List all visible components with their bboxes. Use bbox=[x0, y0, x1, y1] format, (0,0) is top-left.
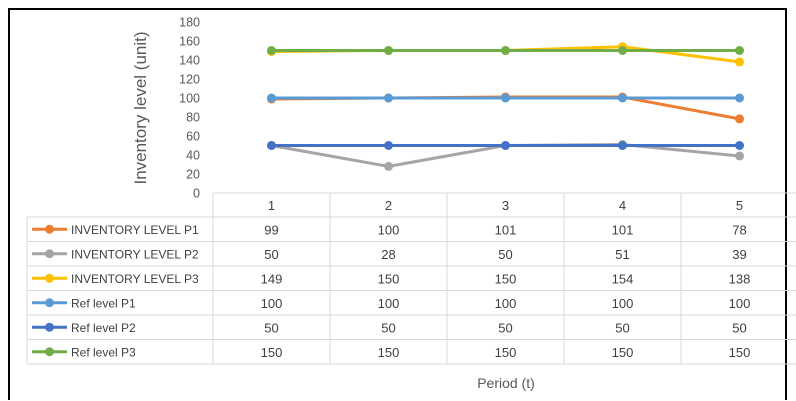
y-tick-label: 160 bbox=[179, 35, 200, 49]
data-label: 100 bbox=[729, 296, 751, 311]
data-point bbox=[735, 114, 744, 124]
data-label: 50 bbox=[498, 247, 512, 262]
data-label: 150 bbox=[378, 271, 400, 286]
data-label: 39 bbox=[732, 247, 746, 262]
data-point bbox=[618, 93, 627, 103]
data-point bbox=[735, 46, 744, 55]
data-point bbox=[735, 141, 744, 150]
data-label: 150 bbox=[729, 345, 751, 360]
data-label: 51 bbox=[615, 247, 629, 262]
legend-key-marker bbox=[45, 298, 54, 308]
legend-label: INVENTORY LEVEL P3 bbox=[71, 272, 199, 286]
x-tick-label: 2 bbox=[385, 198, 392, 213]
legend-label: INVENTORY LEVEL P1 bbox=[71, 223, 199, 237]
y-tick-label: 60 bbox=[186, 130, 200, 144]
data-label: 101 bbox=[612, 222, 634, 237]
data-label: 154 bbox=[612, 271, 634, 286]
data-point bbox=[735, 93, 744, 103]
y-tick-label: 100 bbox=[179, 92, 200, 106]
legend-key-marker bbox=[45, 273, 54, 283]
data-point bbox=[618, 46, 627, 55]
legend-label: INVENTORY LEVEL P2 bbox=[71, 247, 199, 261]
data-point bbox=[384, 141, 393, 150]
data-label: 28 bbox=[381, 247, 395, 262]
data-label: 149 bbox=[261, 271, 283, 286]
legend-label: Ref level P2 bbox=[71, 321, 136, 335]
y-tick-label: 0 bbox=[193, 187, 200, 201]
data-point bbox=[501, 141, 510, 150]
y-tick-label: 40 bbox=[186, 149, 200, 163]
data-label: 100 bbox=[261, 296, 283, 311]
data-point bbox=[618, 141, 627, 150]
y-axis: 0 20 40 60 80 100 120 140 160 180 bbox=[179, 16, 200, 201]
plot-area bbox=[267, 42, 744, 171]
y-tick-label: 180 bbox=[179, 16, 200, 30]
x-tick-label: 4 bbox=[619, 198, 626, 213]
data-label: 150 bbox=[378, 345, 400, 360]
data-label: 50 bbox=[498, 320, 512, 335]
y-tick-label: 120 bbox=[179, 73, 200, 87]
legend-key-marker bbox=[45, 347, 54, 357]
data-point bbox=[501, 93, 510, 103]
data-label: 101 bbox=[495, 222, 517, 237]
data-point bbox=[384, 46, 393, 55]
legend-label: Ref level P1 bbox=[71, 296, 136, 310]
data-point bbox=[267, 141, 276, 150]
data-label: 50 bbox=[264, 320, 278, 335]
data-label: 50 bbox=[381, 320, 395, 335]
data-label: 50 bbox=[615, 320, 629, 335]
data-point bbox=[267, 46, 276, 55]
data-label: 138 bbox=[729, 271, 751, 286]
data-point bbox=[735, 151, 744, 161]
data-label: 100 bbox=[612, 296, 634, 311]
legend-key-marker bbox=[45, 249, 54, 259]
data-point bbox=[267, 93, 276, 103]
x-tick-label: 1 bbox=[268, 198, 275, 213]
data-point bbox=[384, 161, 393, 171]
data-label: 50 bbox=[732, 320, 746, 335]
y-tick-label: 80 bbox=[186, 111, 200, 125]
x-tick-label: 3 bbox=[502, 198, 509, 213]
x-tick-label: 5 bbox=[736, 198, 743, 213]
data-label: 100 bbox=[495, 296, 517, 311]
data-label: 100 bbox=[378, 222, 400, 237]
data-label: 150 bbox=[495, 271, 517, 286]
data-label: 100 bbox=[378, 296, 400, 311]
data-label: 78 bbox=[732, 222, 746, 237]
data-label: 99 bbox=[264, 222, 278, 237]
y-tick-label: 140 bbox=[179, 54, 200, 68]
legend-label: Ref level P3 bbox=[71, 345, 136, 359]
chart-frame bbox=[8, 8, 787, 400]
data-point bbox=[384, 93, 393, 103]
data-label: 150 bbox=[261, 345, 283, 360]
data-table: 1 2 3 4 5 INVENTORY LEVEL P1 99 100 101 101 78 INVE… bbox=[26, 192, 796, 365]
x-axis-title: Period (t) bbox=[477, 375, 535, 391]
data-label: 150 bbox=[495, 345, 517, 360]
data-label: 150 bbox=[612, 345, 634, 360]
y-tick-label: 20 bbox=[186, 168, 200, 182]
legend-key-marker bbox=[45, 322, 54, 332]
y-axis-title: Inventory level (unit) bbox=[131, 31, 150, 184]
data-point bbox=[501, 46, 510, 55]
data-label: 50 bbox=[264, 247, 278, 262]
legend-key-marker bbox=[45, 224, 54, 234]
data-point bbox=[735, 57, 744, 67]
